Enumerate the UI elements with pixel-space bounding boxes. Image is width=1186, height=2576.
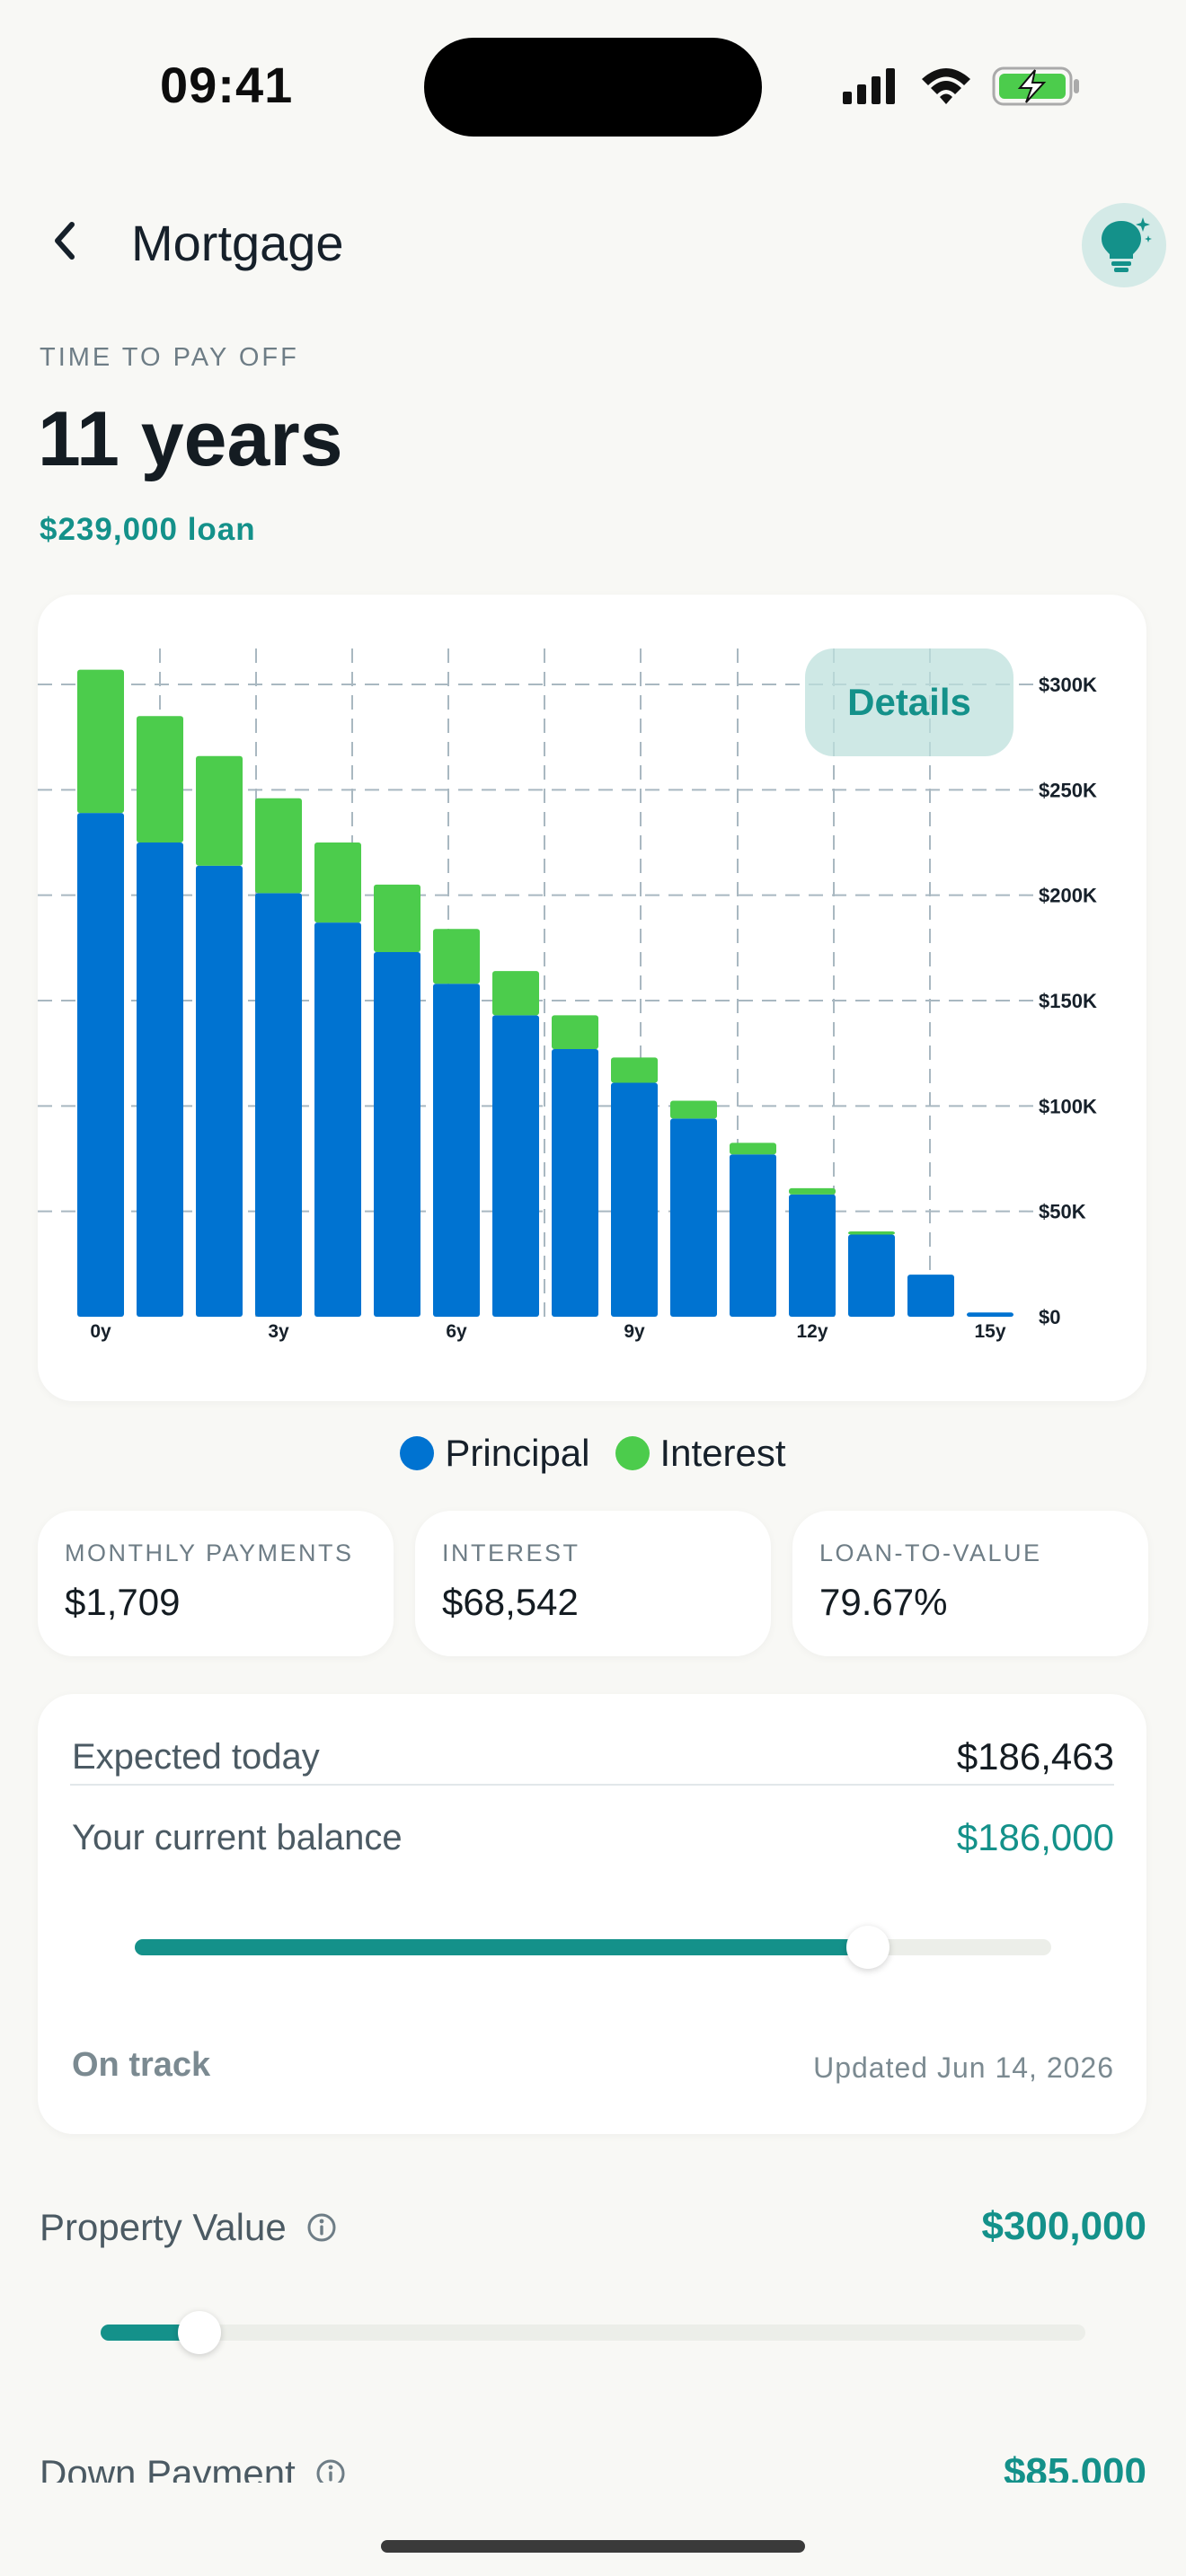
cellular-signal-icon (843, 68, 895, 104)
bar-interest-2y (196, 755, 243, 866)
home-indicator[interactable] (381, 2540, 805, 2553)
stat-value: $68,542 (442, 1581, 579, 1623)
balance-progress-fill (135, 1939, 868, 1955)
down-payment-amount: $85,000 (1003, 2450, 1146, 2483)
down-payment-label-wrap: Down Payment (40, 2452, 346, 2483)
y-tick-label: $50K (1039, 1201, 1086, 1223)
property-slider-track[interactable] (101, 2325, 1085, 2341)
battery-charging-icon (992, 66, 1079, 106)
bar-interest-0y (77, 669, 124, 814)
info-icon[interactable] (306, 2212, 337, 2243)
bar-principal-6y (433, 984, 480, 1317)
bar-principal-15y (967, 1312, 1013, 1317)
bar-interest-4y (314, 842, 361, 923)
wifi-icon (922, 68, 970, 104)
y-tick-label: $300K (1039, 674, 1097, 696)
expected-today-value: $186,463 (956, 1735, 1114, 1778)
payoff-years: 11 years (38, 396, 343, 482)
legend-label: Interest (659, 1432, 786, 1474)
current-balance-value: $186,000 (956, 1816, 1114, 1858)
info-icon[interactable] (315, 2458, 346, 2483)
divider (70, 1784, 1114, 1786)
legend-label: Principal (445, 1432, 590, 1474)
stat-loan-to-value[interactable]: LOAN-TO-VALUE 79.67% (792, 1511, 1148, 1656)
balance-card (38, 1694, 1146, 2134)
stat-value: 79.67% (819, 1581, 948, 1623)
bar-interest-1y (137, 716, 183, 842)
expected-today-label: Expected today (72, 1737, 320, 1777)
lightbulb-sparkle-icon (1102, 217, 1152, 272)
bar-principal-11y (730, 1154, 776, 1317)
bar-principal-14y (907, 1275, 954, 1317)
bar-interest-9y (611, 1057, 658, 1083)
stat-interest[interactable]: INTEREST $68,542 (415, 1511, 771, 1656)
down-payment-row: Down Payment $85,000 (0, 2425, 1186, 2483)
principal-swatch (400, 1436, 435, 1470)
bar-principal-10y (670, 1118, 717, 1317)
bar-interest-7y (492, 971, 539, 1016)
bar-principal-0y (77, 813, 124, 1317)
bar-interest-10y (670, 1100, 717, 1119)
stat-value: $1,709 (65, 1581, 181, 1623)
status-on-track: On track (72, 2046, 211, 2084)
status-time: 09:41 (160, 57, 294, 113)
current-balance-label: Your current balance (72, 1818, 403, 1857)
payoff-kicker: TIME TO PAY OFF (40, 343, 299, 372)
property-value-amount: $300,000 (981, 2204, 1146, 2248)
x-tick-label: 3y (268, 1321, 289, 1342)
bar-interest-8y (552, 1015, 598, 1049)
legend-item-interest: Interest (615, 1432, 786, 1475)
chart-legend: Principal Interest (0, 1432, 1186, 1475)
bar-principal-2y (196, 865, 243, 1317)
tips-button[interactable] (1082, 203, 1166, 287)
property-value-label: Property Value (40, 2206, 287, 2248)
bar-interest-12y (789, 1187, 836, 1195)
y-tick-label: $100K (1039, 1095, 1097, 1117)
amortization-chart: $0 $50K $100K $150K $200K $250K $300K 0y 3y 6y 9y 1… (38, 648, 1097, 1342)
stat-label: INTEREST (442, 1539, 580, 1566)
status-icons (843, 66, 1079, 106)
x-tick-label: 15y (974, 1321, 1005, 1342)
bar-interest-5y (374, 884, 420, 953)
bar-principal-5y (374, 952, 420, 1317)
property-slider-fill (101, 2325, 199, 2341)
x-tick-label: 0y (90, 1321, 111, 1342)
y-tick-label: $200K (1039, 885, 1097, 907)
page-title: Mortgage (131, 215, 344, 271)
stat-label: MONTHLY PAYMENTS (65, 1539, 354, 1566)
bar-principal-13y (848, 1234, 895, 1317)
bar-principal-1y (137, 842, 183, 1317)
updated-date: Updated Jun 14, 2026 (813, 2051, 1114, 2084)
bar-principal-3y (255, 893, 302, 1317)
bar-principal-7y (492, 1015, 539, 1317)
bar-interest-6y (433, 929, 480, 984)
bar-interest-13y (848, 1231, 895, 1235)
details-button[interactable]: Details (805, 648, 1013, 756)
y-tick-label: $150K (1039, 990, 1097, 1012)
stat-monthly-payments[interactable]: MONTHLY PAYMENTS $1,709 (38, 1511, 394, 1656)
y-tick-label: $250K (1039, 779, 1097, 801)
y-tick-label: $0 (1039, 1306, 1060, 1328)
bar-interest-3y (255, 798, 302, 894)
dynamic-island (424, 38, 762, 137)
down-payment-label: Down Payment (40, 2452, 296, 2483)
x-tick-label: 12y (796, 1321, 828, 1342)
x-tick-label: 9y (624, 1321, 645, 1342)
stat-label: LOAN-TO-VALUE (819, 1539, 1042, 1566)
loan-amount: $239,000 loan (40, 512, 256, 547)
bar-interest-11y (730, 1142, 776, 1155)
property-value-row: Property Value (40, 2206, 337, 2249)
legend-item-principal: Principal (400, 1432, 590, 1475)
balance-progress-knob[interactable] (846, 1926, 890, 1969)
back-chevron-icon[interactable] (43, 216, 86, 266)
x-tick-label: 6y (446, 1321, 467, 1342)
interest-swatch (615, 1436, 650, 1470)
bar-principal-8y (552, 1048, 598, 1317)
bar-principal-12y (789, 1194, 836, 1317)
property-slider-knob[interactable] (177, 2311, 221, 2354)
bar-principal-9y (611, 1082, 658, 1317)
bar-principal-4y (314, 922, 361, 1317)
